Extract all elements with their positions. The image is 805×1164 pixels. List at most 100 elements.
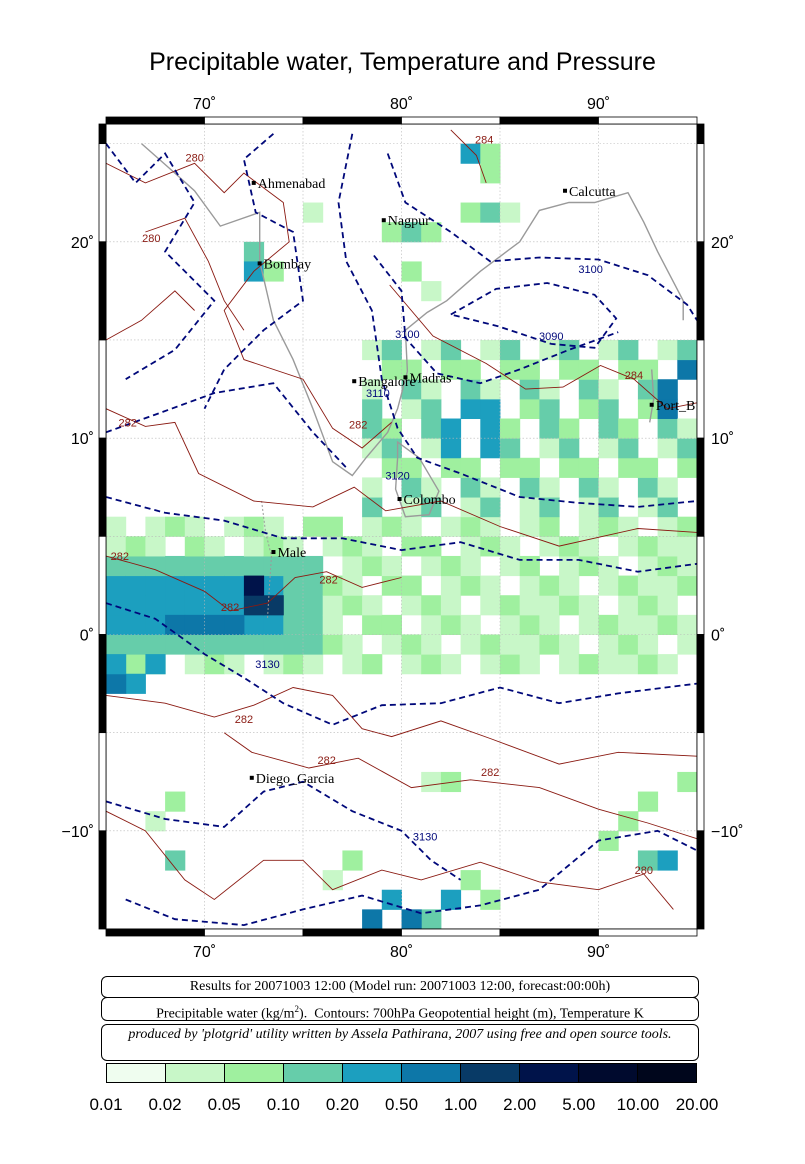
pw-cell <box>637 359 659 380</box>
pw-cell <box>677 418 697 439</box>
pw-cell <box>657 595 678 616</box>
pw-cell <box>657 536 678 557</box>
map-figure: 280 280 282 282 282 282 282 282 282 282 284 284 280 3… <box>62 96 744 961</box>
pw-cell <box>480 202 501 223</box>
pw-cell <box>362 477 383 498</box>
pw-cell <box>519 555 540 577</box>
pw-cell <box>106 575 127 596</box>
colorbar-swatch <box>402 1064 461 1082</box>
colorbar <box>106 1063 697 1083</box>
temperature-isotherm <box>106 290 195 341</box>
colorbar-swatch <box>579 1064 638 1082</box>
pw-cell <box>381 634 402 655</box>
temperature-contour-label: 282 <box>235 714 253 726</box>
pw-cell <box>263 634 284 655</box>
pw-cell <box>421 614 442 635</box>
pw-cell <box>145 614 166 635</box>
pw-cell <box>263 516 284 537</box>
pw-cell <box>342 595 363 616</box>
latitude-tick-label-left: 10˚ <box>71 431 94 448</box>
pw-cell <box>322 614 343 635</box>
pw-cell <box>618 654 639 675</box>
pw-cell <box>243 614 265 635</box>
pw-cell <box>362 555 383 577</box>
height-contour <box>106 602 697 726</box>
pw-cell <box>224 555 245 577</box>
frame-segment <box>499 116 599 125</box>
pw-cell <box>618 536 639 557</box>
temperature-isotherm <box>450 129 487 184</box>
map-frame <box>98 116 705 937</box>
pw-cell <box>578 516 599 537</box>
pw-cell <box>657 575 678 596</box>
frame-segment <box>98 634 107 734</box>
pw-cell <box>421 418 442 439</box>
pw-cell <box>539 379 560 400</box>
pw-cell <box>243 536 265 557</box>
city-label: Bangalore <box>358 375 416 390</box>
pw-cell <box>204 555 225 577</box>
frame-segment <box>696 123 705 145</box>
pw-cell <box>637 575 659 596</box>
pw-cell <box>362 909 383 929</box>
pw-cell <box>165 614 186 635</box>
pw-cell <box>440 359 462 380</box>
pw-cell <box>342 555 363 577</box>
pw-cell <box>263 575 284 596</box>
pw-cell <box>618 595 639 616</box>
pw-cell <box>677 438 697 459</box>
pw-cell <box>243 241 265 262</box>
pw-cell <box>401 477 422 498</box>
pw-cell <box>440 516 462 537</box>
pw-cell <box>500 202 521 223</box>
pw-cell <box>500 536 521 557</box>
pw-cell <box>421 339 442 361</box>
pw-cell <box>263 555 284 577</box>
pw-cell <box>500 634 521 655</box>
pw-cell <box>362 536 383 557</box>
frame-segment <box>401 116 501 125</box>
pw-cell <box>106 634 127 655</box>
credits-box: produced by 'plotgrid' utility written b… <box>101 1024 699 1061</box>
pw-cell <box>303 202 324 223</box>
pw-cell <box>539 536 560 557</box>
frame-segment <box>98 339 107 439</box>
pw-cell <box>401 634 422 655</box>
height-contour-label: 3130 <box>413 832 437 844</box>
height-contour <box>337 133 697 508</box>
pw-cell <box>578 477 599 498</box>
frame-segment <box>98 241 107 341</box>
pw-cell <box>440 438 462 459</box>
pw-cell <box>401 222 422 243</box>
frame-segment <box>696 535 705 635</box>
frame-segment <box>204 116 304 125</box>
pw-cell <box>165 516 186 537</box>
frame-segment <box>696 143 705 243</box>
pw-cell <box>106 555 127 577</box>
contour-labels: 280 280 282 282 282 282 282 282 282 282 284 284 280 3… <box>111 135 653 877</box>
pw-cell <box>106 516 127 537</box>
latitude-tick-label-left: −10˚ <box>62 824 94 841</box>
pw-cell <box>322 536 343 557</box>
pw-cell <box>657 438 678 459</box>
colorbar-label: 0.05 <box>207 1095 241 1114</box>
temperature-isotherm <box>106 687 697 765</box>
pw-cell <box>184 575 205 596</box>
colorbar-label: 5.00 <box>562 1095 596 1114</box>
pw-cell <box>401 909 422 929</box>
pw-cell <box>322 634 343 655</box>
pw-cell <box>303 516 324 537</box>
colorbar-label: 0.01 <box>89 1095 123 1114</box>
pw-cell <box>381 516 402 537</box>
pw-cell <box>342 634 363 655</box>
pw-cell <box>125 614 146 635</box>
pw-cell <box>559 536 580 557</box>
pw-cell <box>637 555 659 577</box>
frame-segment <box>696 241 705 341</box>
temperature-contour-label: 282 <box>221 602 239 614</box>
pw-cell <box>539 477 560 498</box>
frame-segment <box>204 928 304 937</box>
pw-cell <box>401 457 422 478</box>
frame-segment <box>105 116 205 125</box>
pw-cell <box>637 477 659 498</box>
